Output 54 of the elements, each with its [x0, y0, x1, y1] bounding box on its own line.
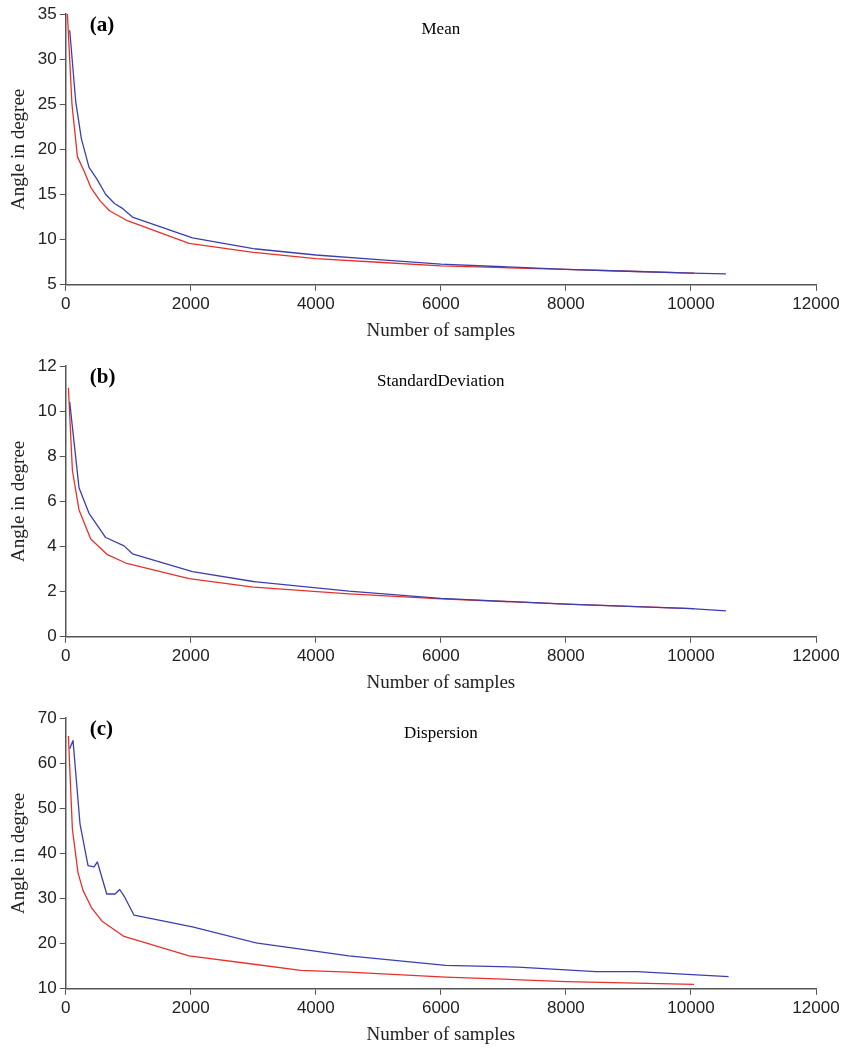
- y-tick-label: 15: [37, 184, 57, 204]
- y-tick-label: 30: [37, 888, 57, 908]
- y-tick-label: 20: [37, 933, 57, 953]
- y-tick-label: 6: [47, 491, 57, 511]
- annotation: (a): [89, 12, 115, 37]
- x-tick-label: 0: [60, 645, 71, 665]
- y-axis-title: Angle in degree: [7, 88, 29, 211]
- y-tick-label: 50: [37, 797, 57, 817]
- x-axis-title: Number of samples: [366, 318, 516, 340]
- y-tick-label: 20: [37, 139, 57, 159]
- y-tick-label: 0: [47, 626, 57, 646]
- x-axis-title: Number of samples: [366, 670, 516, 692]
- y-tick-label: 10: [37, 400, 57, 420]
- x-tick-label: 8000: [546, 645, 585, 665]
- y-tick-label: 70: [37, 707, 57, 727]
- y-axis-title: Angle in degree: [7, 792, 29, 915]
- x-tick-label: 6000: [421, 293, 460, 313]
- y-tick-label: 2: [47, 581, 57, 601]
- x-axis-title: Number of samples: [366, 1022, 516, 1044]
- x-tick-label: 2000: [171, 293, 210, 313]
- y-tick-label: 10: [37, 229, 57, 249]
- y-tick-label: 10: [37, 978, 57, 998]
- x-tick-label: 10000: [667, 293, 715, 313]
- x-tick-label: 12000: [792, 645, 840, 665]
- x-tick-label: 4000: [296, 293, 335, 313]
- x-tick-label: 8000: [546, 997, 585, 1017]
- x-tick-label: 0: [60, 293, 71, 313]
- y-tick-label: 60: [37, 752, 57, 772]
- annotation: (c): [89, 716, 114, 741]
- x-tick-label: 12000: [792, 997, 840, 1017]
- x-tick-label: 6000: [421, 997, 460, 1017]
- x-tick-label: 4000: [296, 997, 335, 1017]
- y-tick-label: 4: [47, 536, 57, 556]
- chart-title: Dispersion: [404, 723, 479, 743]
- y-tick-label: 30: [37, 48, 57, 68]
- x-tick-label: 6000: [421, 645, 460, 665]
- annotation: (b): [89, 364, 116, 389]
- y-tick-label: 8: [47, 445, 57, 465]
- x-tick-label: 4000: [296, 645, 335, 665]
- x-tick-label: 8000: [546, 293, 585, 313]
- x-tick-label: 12000: [792, 293, 840, 313]
- y-axis-title: Angle in degree: [7, 440, 29, 563]
- y-tick-label: 40: [37, 843, 57, 863]
- y-tick-label: 12: [37, 355, 57, 375]
- x-tick-label: 0: [60, 997, 71, 1017]
- x-tick-label: 2000: [171, 645, 210, 665]
- y-tick-label: 25: [37, 93, 57, 113]
- x-tick-label: 10000: [667, 645, 715, 665]
- chart-title: StandardDeviation: [377, 371, 506, 391]
- x-tick-label: 10000: [667, 997, 715, 1017]
- chart-title: Mean: [421, 19, 461, 39]
- y-tick-label: 35: [37, 3, 57, 23]
- x-tick-label: 2000: [171, 997, 210, 1017]
- y-tick-label: 5: [47, 274, 57, 294]
